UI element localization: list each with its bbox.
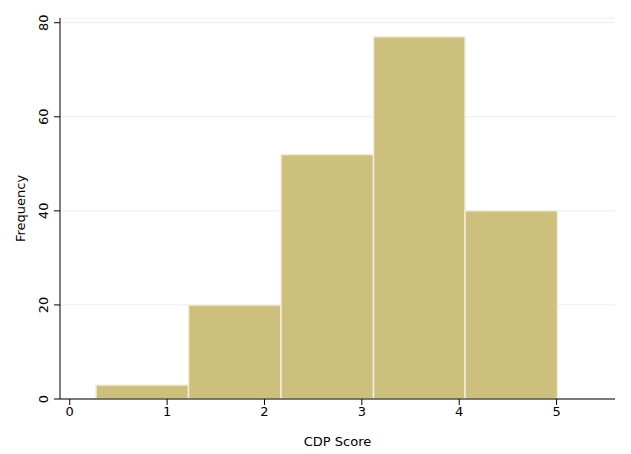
svg-text:CDP Score: CDP Score bbox=[304, 434, 371, 449]
svg-text:40: 40 bbox=[36, 203, 51, 220]
svg-text:2: 2 bbox=[260, 404, 268, 419]
svg-text:Frequency: Frequency bbox=[13, 175, 28, 242]
svg-text:20: 20 bbox=[36, 297, 51, 314]
svg-text:4: 4 bbox=[455, 404, 463, 419]
svg-text:3: 3 bbox=[358, 404, 366, 419]
svg-text:1: 1 bbox=[163, 404, 171, 419]
svg-text:0: 0 bbox=[66, 404, 74, 419]
svg-text:0: 0 bbox=[36, 395, 51, 403]
svg-text:80: 80 bbox=[36, 14, 51, 31]
svg-text:5: 5 bbox=[552, 404, 560, 419]
svg-text:60: 60 bbox=[36, 109, 51, 126]
